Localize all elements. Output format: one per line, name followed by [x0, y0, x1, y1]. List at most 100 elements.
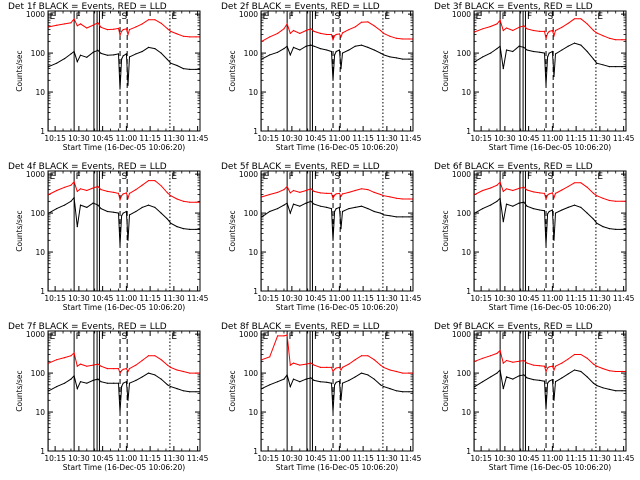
data-point-events: [586, 50, 588, 53]
data-point-lld: [360, 188, 363, 190]
marker-label: E: [263, 12, 269, 22]
data-point-lld: [567, 22, 569, 24]
data-point-lld: [553, 369, 555, 371]
data-point-events: [64, 58, 66, 60]
data-point-events: [383, 386, 385, 388]
data-point-events: [474, 386, 476, 388]
data-point-events: [147, 46, 150, 49]
data-point-events: [121, 58, 123, 60]
panel-5: Det 5f BLACK = Events, RED = LLD 1 10 100 10…: [221, 162, 422, 312]
data-point-events: [502, 68, 504, 70]
plot-frame: [473, 170, 627, 292]
panel-4: Det 4f BLACK = Events, RED = LLD 1 10 100 10…: [8, 162, 209, 312]
marker-label: E: [597, 332, 603, 342]
data-point-lld: [482, 357, 484, 359]
data-point-lld: [586, 186, 588, 188]
x-axis-label: Start Time (16-Dec-05 10:06:20): [63, 143, 185, 152]
data-point-lld: [119, 34, 121, 36]
panel-title: Det 7f BLACK = Events, RED = LLD: [8, 322, 167, 332]
data-point-lld: [408, 198, 410, 200]
data-point-events: [602, 226, 604, 228]
data-point-lld: [310, 28, 312, 30]
data-point-events: [100, 52, 102, 55]
data-point-lld: [543, 192, 546, 194]
data-point-lld: [48, 26, 50, 28]
x-tick-label: 10:15: [44, 454, 66, 463]
data-point-events: [299, 381, 301, 383]
data-point-lld: [135, 364, 137, 366]
y-axis-label: Counts/sec: [228, 210, 237, 251]
y-axis-label: Counts/sec: [441, 50, 450, 91]
data-point-lld: [70, 355, 72, 357]
data-point-events: [106, 54, 108, 56]
y-tick-label: 1000: [452, 10, 471, 19]
marker-label: F: [101, 332, 106, 342]
data-point-lld: [567, 185, 569, 188]
data-point-lld: [277, 191, 279, 193]
data-point-events: [567, 206, 569, 208]
y-tick-label: 100: [457, 49, 472, 58]
data-point-events: [553, 75, 555, 78]
data-point-events: [198, 228, 200, 230]
series-line-lld: [48, 180, 200, 203]
data-point-lld: [73, 352, 75, 354]
data-point-lld: [70, 184, 72, 186]
data-point-lld: [269, 36, 271, 38]
data-point-events: [548, 210, 550, 213]
plot-frame: [473, 330, 627, 452]
data-point-events: [313, 203, 315, 205]
data-point-events: [154, 374, 156, 376]
data-point-lld: [48, 193, 50, 196]
data-point-events: [79, 381, 82, 383]
data-point-events: [505, 49, 508, 51]
data-point-events: [48, 212, 50, 214]
data-point-events: [523, 46, 525, 49]
series-line-lld: [261, 21, 413, 42]
data-point-lld: [395, 37, 397, 39]
data-point-lld: [526, 189, 528, 191]
x-tick-label: 11:15: [565, 294, 587, 303]
x-tick-label: 11:30: [376, 294, 398, 303]
data-point-events: [553, 239, 555, 241]
y-tick-label: 10: [461, 88, 471, 97]
marker-label: E: [597, 12, 603, 22]
data-point-events: [383, 54, 385, 56]
series-line-events: [261, 44, 413, 81]
data-point-events: [113, 54, 115, 56]
panel-title: Det 1f BLACK = Events, RED = LLD: [8, 2, 167, 12]
data-point-lld: [79, 23, 82, 25]
data-point-lld: [121, 370, 123, 372]
x-tick-label: 10:30: [68, 134, 90, 143]
data-point-lld: [198, 372, 200, 374]
data-point-events: [135, 379, 137, 381]
data-point-events: [615, 66, 617, 68]
data-point-events: [121, 386, 123, 388]
data-point-lld: [269, 356, 271, 358]
data-point-events: [97, 378, 99, 380]
data-point-lld: [608, 370, 611, 372]
data-point-events: [122, 55, 124, 57]
series-line-lld: [474, 18, 626, 41]
data-point-events: [277, 208, 279, 210]
data-point-events: [135, 53, 137, 55]
marker-label: E: [476, 172, 482, 182]
data-point-lld: [189, 201, 191, 203]
data-point-events: [608, 66, 611, 68]
data-point-events: [326, 206, 328, 208]
data-point-lld: [621, 200, 623, 202]
data-point-events: [319, 381, 321, 383]
data-point-lld: [379, 29, 382, 32]
data-point-events: [547, 56, 549, 58]
data-point-lld: [505, 359, 508, 362]
data-point-events: [561, 377, 563, 379]
data-point-events: [624, 66, 626, 68]
data-point-lld: [127, 197, 129, 199]
y-tick-label: 1: [253, 287, 258, 296]
data-point-lld: [170, 366, 172, 368]
marker-label: E: [384, 332, 390, 342]
data-point-events: [76, 61, 78, 63]
x-tick-label: 10:45: [92, 294, 114, 303]
data-point-lld: [283, 335, 285, 337]
data-point-lld: [299, 32, 301, 35]
